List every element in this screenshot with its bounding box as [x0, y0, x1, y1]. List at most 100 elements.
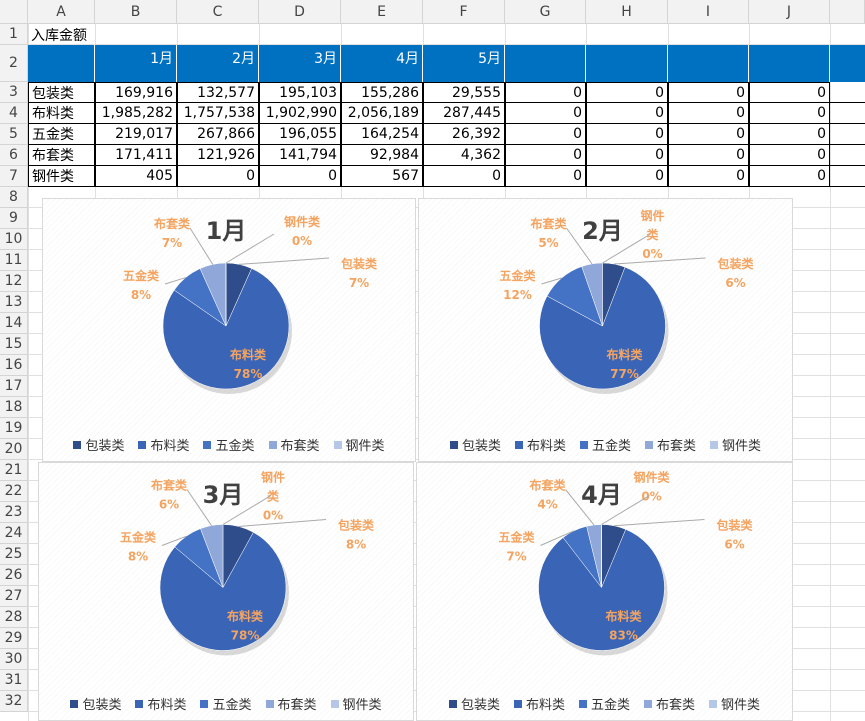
data-cell-F6[interactable]: 4,362	[423, 145, 505, 166]
data-cell-G5[interactable]: 0	[505, 124, 586, 145]
data-cell-extra[interactable]	[830, 124, 865, 145]
column-header-H[interactable]: H	[586, 0, 668, 24]
column-header-A[interactable]: A	[28, 0, 95, 24]
cell-a1-title[interactable]: 入库金额	[31, 27, 87, 44]
row-header-13[interactable]: 13	[0, 292, 28, 313]
data-cell-E3[interactable]: 155,286	[341, 82, 423, 103]
data-cell-A5[interactable]: 五金类	[28, 124, 95, 145]
legend-item-钢件类[interactable]: 钢件类	[330, 694, 382, 713]
legend-item-包装类[interactable]: 包装类	[73, 435, 124, 454]
column-header-F[interactable]: F	[423, 0, 505, 24]
row-header-6[interactable]: 6	[0, 145, 28, 166]
data-cell-C5[interactable]: 267,866	[177, 124, 259, 145]
data-cell-H4[interactable]: 0	[586, 103, 668, 124]
data-cell-D5[interactable]: 196,055	[259, 124, 341, 145]
header-cell-H[interactable]	[586, 45, 668, 82]
legend-item-包装类[interactable]: 包装类	[448, 694, 500, 713]
header-cell-A[interactable]	[28, 45, 95, 82]
data-cell-extra[interactable]	[830, 166, 865, 187]
data-cell-extra[interactable]	[830, 103, 865, 124]
pie-slice-布料类[interactable]	[159, 531, 287, 651]
row-header-29[interactable]: 29	[0, 628, 28, 649]
chart-legend[interactable]: 包装类 布料类 五金类 布套类 钢件类	[419, 435, 792, 454]
data-cell-F3[interactable]: 29,555	[423, 82, 505, 103]
legend-item-钢件类[interactable]: 钢件类	[709, 694, 760, 713]
legend-item-布套类[interactable]: 布套类	[644, 694, 695, 713]
row-header-9[interactable]: 9	[0, 208, 28, 229]
row-header-32[interactable]: 32	[0, 691, 28, 712]
data-cell-extra[interactable]	[830, 82, 865, 103]
row-header-19[interactable]: 19	[0, 418, 28, 439]
data-cell-A6[interactable]: 布套类	[28, 145, 95, 166]
legend-item-五金类[interactable]: 五金类	[578, 694, 630, 713]
data-cell-C3[interactable]: 132,577	[177, 82, 259, 103]
legend-item-布套类[interactable]: 布套类	[265, 694, 317, 713]
legend-item-五金类[interactable]: 五金类	[203, 435, 255, 454]
data-cell-G7[interactable]: 0	[505, 166, 586, 187]
row-header-4[interactable]: 4	[0, 103, 28, 124]
header-cell-G[interactable]	[505, 45, 586, 82]
row-header-12[interactable]: 12	[0, 271, 28, 292]
legend-item-布套类[interactable]: 布套类	[645, 435, 696, 454]
data-cell-E7[interactable]: 567	[341, 166, 423, 187]
row-header-21[interactable]: 21	[0, 460, 28, 481]
data-cell-A3[interactable]: 包装类	[28, 82, 95, 103]
row-header-18[interactable]: 18	[0, 397, 28, 418]
column-header-extra[interactable]	[830, 0, 865, 24]
legend-item-包装类[interactable]: 包装类	[449, 435, 501, 454]
header-cell-J[interactable]	[749, 45, 830, 82]
data-cell-A4[interactable]: 布料类	[28, 103, 95, 124]
column-header-I[interactable]: I	[668, 0, 749, 24]
row-header-22[interactable]: 22	[0, 481, 28, 502]
row-header-17[interactable]: 17	[0, 376, 28, 397]
row-header-5[interactable]: 5	[0, 124, 28, 145]
header-cell-D[interactable]: 3月	[259, 45, 341, 82]
legend-item-布料类[interactable]: 布料类	[514, 435, 566, 454]
chart-legend[interactable]: 包装类 布料类 五金类 布套类 钢件类	[43, 435, 415, 454]
pie-chart-3[interactable]: 包装类 8% 布料类 78% 五金类 8% 布套类 6% 钢件类 0% 3月 包装类 布料类 五金类 布套类…	[38, 462, 414, 721]
data-cell-B6[interactable]: 171,411	[95, 145, 177, 166]
pie-slice-布料类[interactable]	[162, 268, 290, 390]
legend-item-布料类[interactable]: 布料类	[135, 694, 186, 713]
pie-slice-布套类[interactable]	[200, 524, 224, 588]
data-cell-I6[interactable]: 0	[668, 145, 749, 166]
data-cell-F7[interactable]: 0	[423, 166, 505, 187]
header-cell-E[interactable]: 4月	[341, 45, 423, 82]
legend-item-钢件类[interactable]: 钢件类	[333, 435, 385, 454]
pie-slice-布料类[interactable]	[539, 266, 666, 390]
header-cell-extra[interactable]	[830, 45, 865, 82]
header-cell-I[interactable]	[668, 45, 749, 82]
data-cell-F4[interactable]: 287,445	[423, 103, 505, 124]
legend-item-五金类[interactable]: 五金类	[200, 694, 252, 713]
column-header-E[interactable]: E	[341, 0, 423, 24]
data-cell-D3[interactable]: 195,103	[259, 82, 341, 103]
data-cell-extra[interactable]	[830, 145, 865, 166]
data-cell-B4[interactable]: 1,985,282	[95, 103, 177, 124]
data-cell-J5[interactable]: 0	[749, 124, 830, 145]
data-cell-D6[interactable]: 141,794	[259, 145, 341, 166]
legend-item-五金类[interactable]: 五金类	[579, 435, 631, 454]
chart-legend[interactable]: 包装类 布料类 五金类 布套类 钢件类	[39, 694, 413, 713]
row-header-23[interactable]: 23	[0, 502, 28, 523]
column-header-D[interactable]: D	[259, 0, 341, 24]
data-cell-E5[interactable]: 164,254	[341, 124, 423, 145]
data-cell-D7[interactable]: 0	[259, 166, 341, 187]
row-header-11[interactable]: 11	[0, 250, 28, 271]
row-header-27[interactable]: 27	[0, 586, 28, 607]
chart-legend[interactable]: 包装类 布料类 五金类 布套类 钢件类	[417, 694, 792, 713]
row-header-2[interactable]: 2	[0, 45, 28, 82]
data-cell-F5[interactable]: 26,392	[423, 124, 505, 145]
data-cell-E4[interactable]: 2,056,189	[341, 103, 423, 124]
row-header-1[interactable]: 1	[0, 24, 28, 45]
column-header-J[interactable]: J	[749, 0, 830, 24]
header-cell-B[interactable]: 1月	[95, 45, 177, 82]
data-cell-I4[interactable]: 0	[668, 103, 749, 124]
row-header-14[interactable]: 14	[0, 313, 28, 334]
data-cell-C4[interactable]: 1,757,538	[177, 103, 259, 124]
data-cell-J6[interactable]: 0	[749, 145, 830, 166]
pie-slice-布料类[interactable]	[538, 529, 665, 651]
legend-item-布料类[interactable]: 布料类	[513, 694, 565, 713]
data-cell-D4[interactable]: 1,902,990	[259, 103, 341, 124]
row-header-8[interactable]: 8	[0, 187, 28, 208]
